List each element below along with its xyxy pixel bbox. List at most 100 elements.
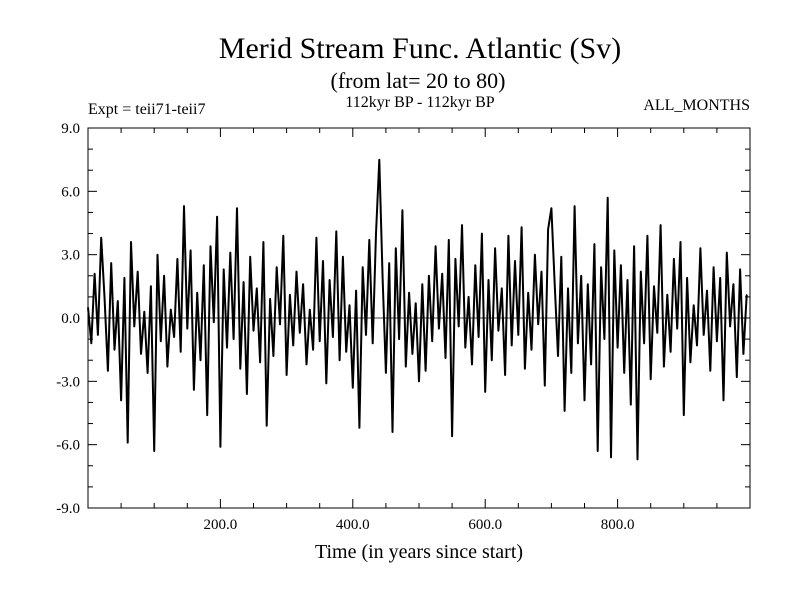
data-point [484,391,486,393]
data-point [514,260,516,262]
y-tick-label: -9.0 [56,501,80,517]
data-point [140,353,142,355]
data-point [640,270,642,273]
data-point [491,359,493,361]
data-point [712,266,715,268]
data-point [736,376,738,378]
data-point [729,325,731,328]
data-point [703,334,705,336]
data-point [395,247,397,249]
data-point [233,338,235,340]
y-tick-label: -3.0 [56,374,80,390]
data-point [660,224,662,226]
y-tick-label: 6.0 [61,184,80,200]
data-point [650,378,652,380]
data-point [726,251,728,254]
x-tick-label: 800.0 [601,517,635,533]
series-layer [87,158,748,461]
data-point [401,209,404,211]
data-point [630,403,632,406]
data-point [183,205,185,207]
data-point [266,425,268,427]
data-point [458,325,460,328]
data-point [286,374,288,376]
data-point [216,216,218,218]
data-point [610,456,612,458]
data-point [329,279,331,281]
data-point [352,387,354,389]
data-point [716,340,718,342]
data-point [315,237,317,239]
data-point [94,273,96,275]
data-point [252,330,255,332]
data-point [246,393,248,395]
data-point [709,370,711,372]
data-point [180,351,182,353]
chart-subtitle: (from lat= 20 to 80) [331,68,506,93]
data-point [219,446,221,448]
data-point [494,247,496,249]
data-point [590,363,592,366]
data-point [577,342,579,344]
data-point [335,230,337,233]
data-point [418,380,420,382]
data-point [226,346,228,349]
data-point [358,427,361,429]
data-point [448,239,450,241]
data-point [199,359,202,361]
data-point [693,304,695,306]
data-point [262,241,265,243]
data-point [487,279,490,281]
data-point [325,382,327,385]
data-point [295,270,298,273]
data-point [633,245,635,247]
data-point [560,256,562,258]
data-point [153,450,155,452]
data-point [643,342,645,344]
data-point [580,275,582,277]
data-point [170,308,172,311]
data-point [391,431,394,433]
data-point [305,363,308,366]
data-point [378,159,380,161]
data-point [365,334,367,336]
experiment-label: Expt = teii71-teii7 [88,101,205,118]
period-label: 112kyr BP - 112kyr BP [345,94,494,111]
data-point [117,300,119,302]
y-tick-label: 9.0 [61,121,80,137]
data-point [160,340,162,342]
data-point [385,372,387,374]
data-point [302,283,304,285]
data-point [607,197,609,199]
data-point [209,245,212,247]
data-point [501,287,503,290]
data-point [299,332,301,334]
data-point [176,258,178,260]
data-point [332,336,334,338]
data-point [156,254,159,256]
data-point [355,289,357,292]
data-point [312,349,314,351]
data-point [507,235,509,237]
data-point [517,334,519,336]
data-point [289,294,291,296]
data-point [150,285,152,287]
data-point [477,336,480,338]
data-point [530,349,533,351]
data-point [593,243,596,245]
data-point [673,258,675,260]
data-point [696,344,698,347]
data-point [282,235,284,237]
data-point [676,327,678,330]
data-point [600,266,602,268]
data-point [497,330,500,332]
data-point [537,323,539,325]
data-point [428,275,430,277]
data-point [186,327,188,330]
data-point [742,353,744,355]
data-point [570,372,572,374]
data-point [239,368,241,370]
data-point [120,399,122,401]
